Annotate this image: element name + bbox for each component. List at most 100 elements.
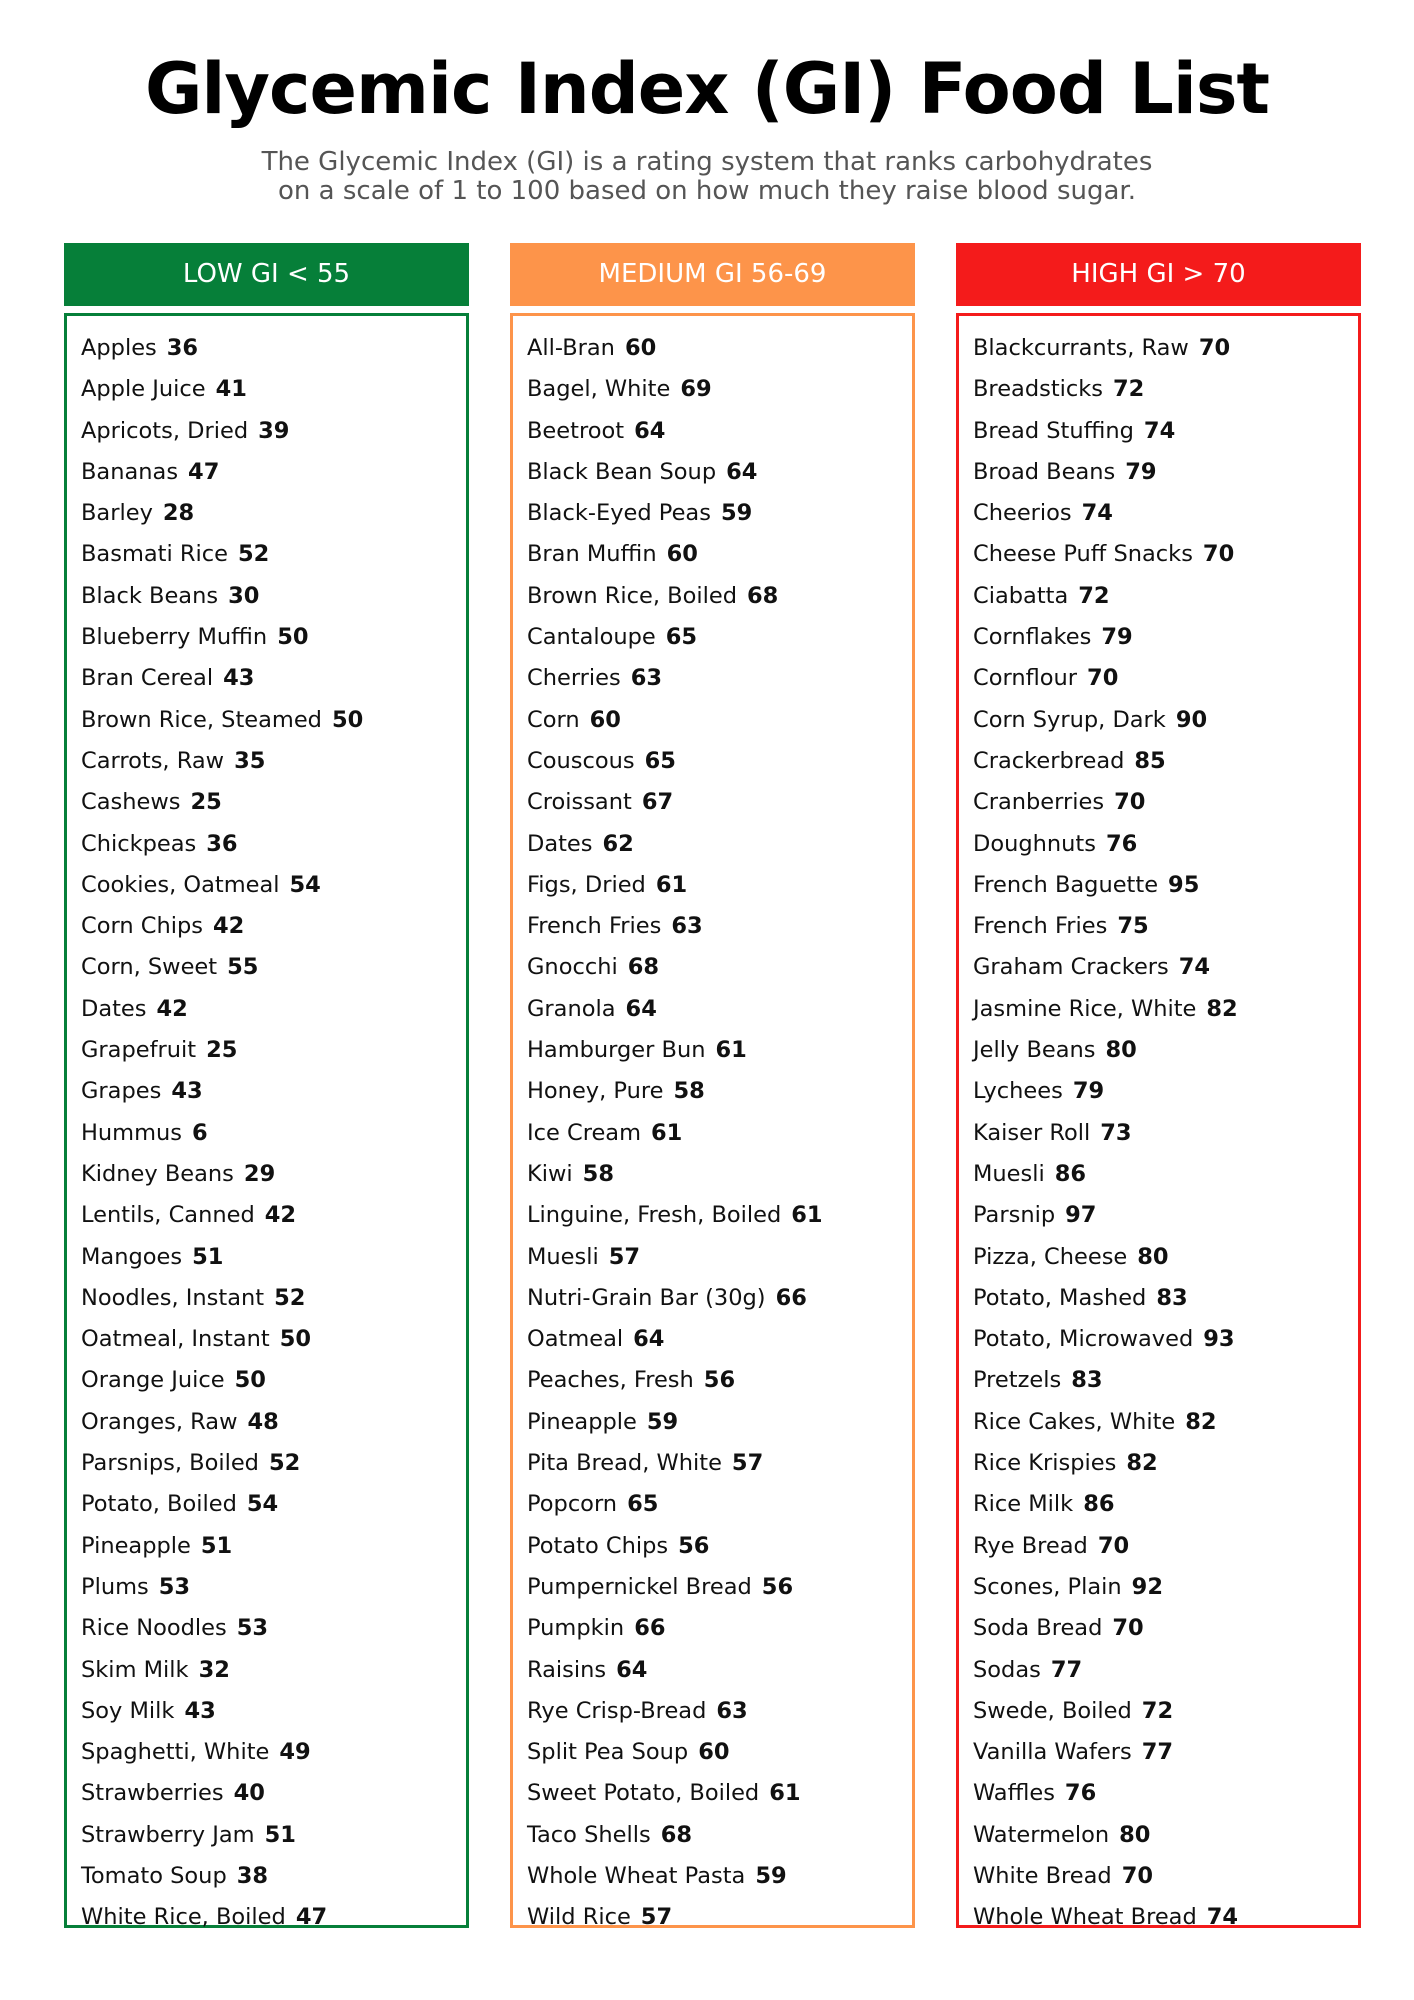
food-name: Noodles, Instant <box>81 1284 265 1311</box>
list-item: Beetroot 64 <box>513 411 912 452</box>
list-item: Whole Wheat Pasta 59 <box>513 1856 912 1897</box>
list-item: Broad Beans 79 <box>959 452 1358 493</box>
gi-value: 61 <box>791 1202 823 1229</box>
list-item: Potato, Boiled 54 <box>67 1484 466 1525</box>
food-name: Parsnip <box>973 1202 1056 1229</box>
gi-value: 43 <box>184 1697 216 1724</box>
list-item: Muesli 86 <box>959 1154 1358 1195</box>
list-item: Ciabatta 72 <box>959 576 1358 617</box>
gi-value: 39 <box>258 417 290 444</box>
list-item: Noodles, Instant 52 <box>67 1278 466 1319</box>
list-item: Brown Rice, Boiled 68 <box>513 576 912 617</box>
gi-value: 72 <box>1078 582 1110 609</box>
list-item: Hamburger Bun 61 <box>513 1030 912 1071</box>
food-name: Beetroot <box>527 417 625 444</box>
gi-value: 68 <box>627 954 660 981</box>
gi-value: 73 <box>1100 1119 1132 1146</box>
gi-value: 79 <box>1125 458 1157 485</box>
food-name: Raisins <box>527 1656 607 1683</box>
food-name: Ciabatta <box>973 582 1069 609</box>
food-name: Pineapple <box>527 1408 637 1435</box>
food-name: Chickpeas <box>81 830 197 857</box>
list-item: Cheerios 74 <box>959 493 1358 534</box>
gi-value: 42 <box>264 1202 297 1229</box>
list-item: Lychees 79 <box>959 1071 1358 1112</box>
food-name: Honey, Pure <box>527 1078 664 1105</box>
gi-value: 52 <box>268 1450 301 1477</box>
low-gi-column: LOW GI < 55 Apples 36 Apple Juice 41 Apricots… <box>64 243 469 1930</box>
list-item: Corn, Sweet 55 <box>67 947 466 988</box>
list-item: Vanilla Wafers 77 <box>959 1732 1358 1773</box>
food-name: Pineapple <box>81 1532 191 1559</box>
food-name: Kidney Beans <box>81 1160 234 1187</box>
list-item: Whole Wheat Bread 74 <box>959 1897 1358 1938</box>
list-item: Bread Stuffing 74 <box>959 411 1358 452</box>
food-name: Vanilla Wafers <box>973 1739 1132 1766</box>
gi-value: 54 <box>289 871 321 898</box>
food-name: Figs, Dried <box>527 871 646 898</box>
food-name: Strawberry Jam <box>81 1821 255 1848</box>
food-name: Skim Milk <box>81 1656 189 1683</box>
list-item: Strawberries 40 <box>67 1773 466 1814</box>
gi-value: 70 <box>1114 789 1146 816</box>
gi-value: 6 <box>192 1119 208 1146</box>
gi-value: 61 <box>651 1119 683 1146</box>
food-name: Watermelon <box>973 1821 1110 1848</box>
list-item: Pineapple 59 <box>513 1402 912 1443</box>
food-name: Black Bean Soup <box>527 458 717 485</box>
food-name: White Bread <box>973 1862 1112 1889</box>
list-item: Blackcurrants, Raw 70 <box>959 328 1358 369</box>
food-name: Cashews <box>81 789 181 816</box>
list-item: Granola 64 <box>513 989 912 1030</box>
list-item: Plums 53 <box>67 1567 466 1608</box>
list-item: Cookies, Oatmeal 54 <box>67 865 466 906</box>
food-name: French Baguette <box>973 871 1159 898</box>
food-name: Cherries <box>527 665 621 692</box>
food-name: Corn Chips <box>81 913 203 940</box>
food-name: Sodas <box>973 1656 1041 1683</box>
gi-value: 56 <box>678 1532 710 1559</box>
food-name: Jasmine Rice, White <box>973 995 1197 1022</box>
list-item: Popcorn 65 <box>513 1484 912 1525</box>
food-name: Dates <box>527 830 593 857</box>
list-item: Couscous 65 <box>513 741 912 782</box>
gi-value: 79 <box>1072 1078 1105 1105</box>
gi-value: 59 <box>720 500 753 527</box>
food-name: Potato Chips <box>527 1532 669 1559</box>
list-item: Rice Milk 86 <box>959 1484 1358 1525</box>
food-name: Apricots, Dried <box>81 417 249 444</box>
food-name: Linguine, Fresh, Boiled <box>527 1202 782 1229</box>
food-name: Cantaloupe <box>527 624 656 651</box>
list-item: Mangoes 51 <box>67 1237 466 1278</box>
food-name: Soda Bread <box>973 1615 1103 1642</box>
gi-value: 93 <box>1203 1326 1235 1353</box>
food-name: Tomato Soup <box>81 1862 227 1889</box>
food-name: Bread Stuffing <box>973 417 1134 444</box>
food-name: Oatmeal <box>527 1326 624 1353</box>
gi-value: 65 <box>644 747 676 774</box>
food-name: Cheerios <box>973 500 1072 527</box>
list-item: Pineapple 51 <box>67 1526 466 1567</box>
list-item: Pizza, Cheese 80 <box>959 1237 1358 1278</box>
food-name: Strawberries <box>81 1780 224 1807</box>
list-item: White Rice, Boiled 47 <box>67 1897 466 1938</box>
food-name: Crackerbread <box>973 747 1125 774</box>
gi-value: 53 <box>236 1615 269 1642</box>
gi-value: 63 <box>630 665 663 692</box>
food-name: Black Beans <box>81 582 219 609</box>
list-item: Pumpernickel Bread 56 <box>513 1567 912 1608</box>
gi-value: 70 <box>1112 1615 1144 1642</box>
gi-value: 85 <box>1134 747 1166 774</box>
list-item: Split Pea Soup 60 <box>513 1732 912 1773</box>
list-item: Oranges, Raw 48 <box>67 1402 466 1443</box>
gi-value: 72 <box>1113 376 1145 403</box>
list-item: Rice Krispies 82 <box>959 1443 1358 1484</box>
gi-value: 76 <box>1105 830 1138 857</box>
gi-value: 30 <box>228 582 260 609</box>
gi-value: 63 <box>671 913 703 940</box>
food-name: Dates <box>81 995 147 1022</box>
list-item: Grapes 43 <box>67 1071 466 1112</box>
gi-value: 42 <box>212 913 245 940</box>
high-gi-list: Blackcurrants, Raw 70 Breadsticks 72 Bread S… <box>956 313 1361 1930</box>
food-name: Blueberry Muffin <box>81 624 268 651</box>
